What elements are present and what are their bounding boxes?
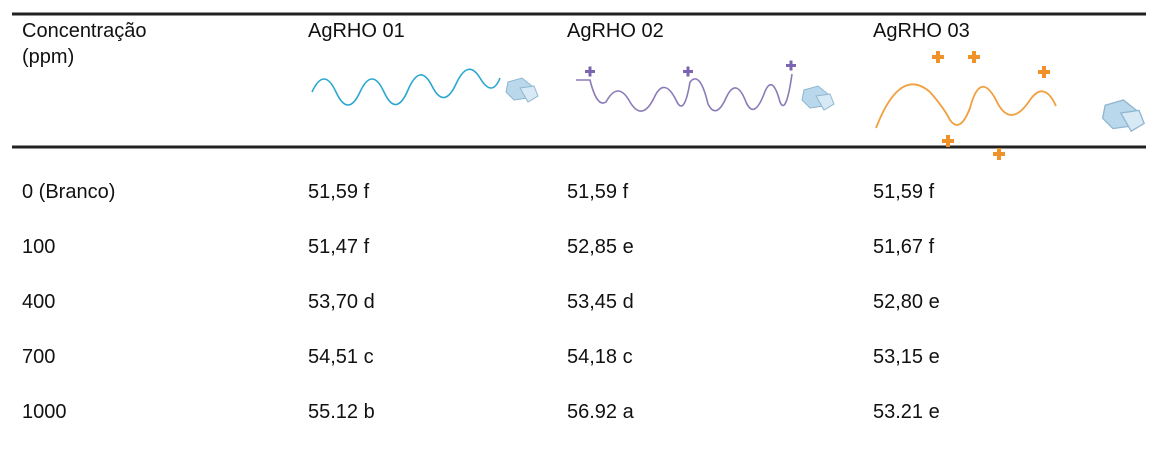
table-cell: 51,59 f: [873, 179, 934, 205]
agrho02-icon: [576, 61, 834, 112]
table-cell: 53,45 d: [567, 289, 634, 315]
header-cell: AgRHO 01: [308, 18, 405, 44]
header-cell: AgRHO 03: [873, 18, 970, 44]
row-label: 400: [22, 289, 55, 315]
table-cell: 53,15 e: [873, 344, 940, 370]
agrho01-icon: [312, 69, 538, 105]
page: Concentração (ppm) AgRHO 01 AgRHO 02 AgRHO …: [0, 0, 1156, 450]
decoration: [0, 0, 1156, 450]
table-cell: 52,85 e: [567, 234, 634, 260]
table-cell: 53.21 e: [873, 399, 940, 425]
row-label: 100: [22, 234, 55, 260]
row-label: 1000: [22, 399, 67, 425]
table-cell: 54,18 c: [567, 344, 633, 370]
table-cell: 51,59 f: [567, 179, 628, 205]
table-cell: 51,47 f: [308, 234, 369, 260]
table-cell: 56.92 a: [567, 399, 634, 425]
table-cell: 55.12 b: [308, 399, 375, 425]
agrho03-icon: [876, 51, 1144, 160]
row-label: 700: [22, 344, 55, 370]
table-cell: 53,70 d: [308, 289, 375, 315]
table-cell: 52,80 e: [873, 289, 940, 315]
header-cell: Concentração (ppm): [22, 18, 172, 70]
row-label: 0 (Branco): [22, 179, 115, 205]
table-cell: 54,51 c: [308, 344, 374, 370]
header-cell: AgRHO 02: [567, 18, 664, 44]
table-cell: 51,67 f: [873, 234, 934, 260]
table-cell: 51,59 f: [308, 179, 369, 205]
